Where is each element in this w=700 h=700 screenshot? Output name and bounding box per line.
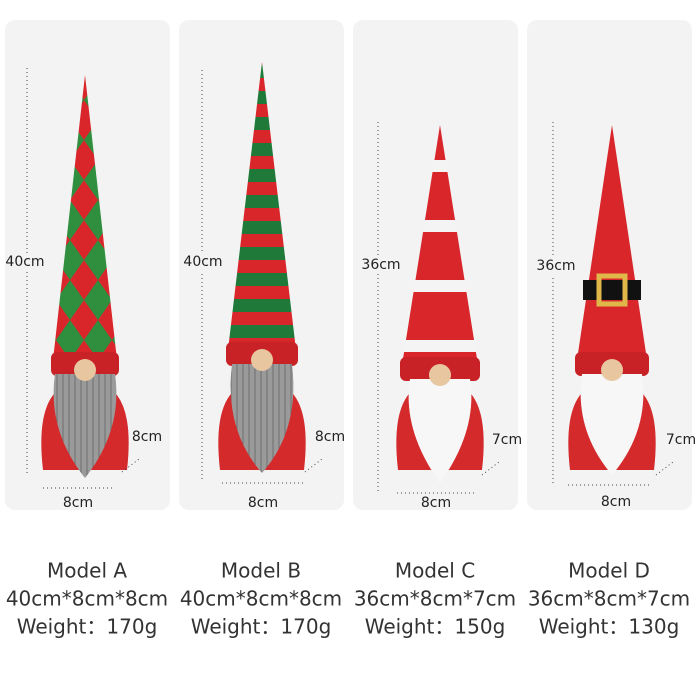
model-name: Model C (395, 559, 475, 583)
width-label: 8cm (248, 495, 278, 511)
width-label: 8cm (63, 495, 93, 511)
width-label: 8cm (601, 494, 631, 510)
model-weight: Weight：150g (365, 615, 506, 639)
gnome-beard (53, 374, 117, 478)
model-panel: 40cm 8cm 8cm Model B 40cm*8cm*8cm Weight：170g (179, 20, 345, 639)
gnome-beard (408, 379, 472, 483)
height-label: 40cm (5, 254, 44, 270)
height-label: 36cm (361, 257, 400, 273)
hat-belt (583, 280, 641, 300)
gnome-nose (429, 364, 451, 386)
label-bg (361, 256, 403, 274)
gnome-nose (601, 359, 623, 381)
depth-label: 8cm (132, 429, 162, 445)
height-label: 36cm (536, 258, 575, 274)
model-size: 36cm*8cm*7cm (528, 587, 690, 611)
gnome-beard (230, 364, 294, 473)
model-panel: 36cm 8cm 7cm Model C 36cm*8cm*7cm Weight：150g (353, 20, 522, 639)
model-panel: 40cm 8cm 8cm Model A 40cm*8cm*8cm Weight：170g (5, 20, 170, 639)
model-name: Model B (221, 559, 301, 583)
model-size: 40cm*8cm*8cm (6, 587, 168, 611)
model-weight: Weight：170g (191, 615, 332, 639)
label-bg (183, 253, 225, 271)
model-name: Model D (568, 559, 650, 583)
model-size: 40cm*8cm*8cm (180, 587, 342, 611)
model-name: Model A (47, 559, 127, 583)
depth-label: 7cm (666, 432, 696, 448)
width-label: 8cm (421, 495, 451, 511)
gnome-nose (251, 349, 273, 371)
gnome-hat (402, 125, 478, 365)
label-bg (536, 257, 578, 275)
height-label: 40cm (183, 254, 222, 270)
gnome-hat (228, 62, 296, 350)
belt-buckle (596, 273, 628, 307)
model-size: 36cm*8cm*7cm (354, 587, 516, 611)
gnome-hat (53, 75, 117, 360)
depth-label: 8cm (315, 429, 345, 445)
depth-label: 7cm (492, 432, 522, 448)
gnome-hat (577, 125, 647, 360)
gnome-beard (580, 374, 644, 475)
model-weight: Weight：130g (539, 615, 680, 639)
label-bg (5, 253, 47, 271)
panels: 40cm 8cm 8cm Model A 40cm*8cm*8cm Weight：170g… (5, 20, 696, 639)
model-panel: 36cm 8cm 7cm Model D 36cm*8cm*7cm Weight：130g (527, 20, 696, 639)
model-weight: Weight：170g (17, 615, 158, 639)
gnome-nose (74, 359, 96, 381)
